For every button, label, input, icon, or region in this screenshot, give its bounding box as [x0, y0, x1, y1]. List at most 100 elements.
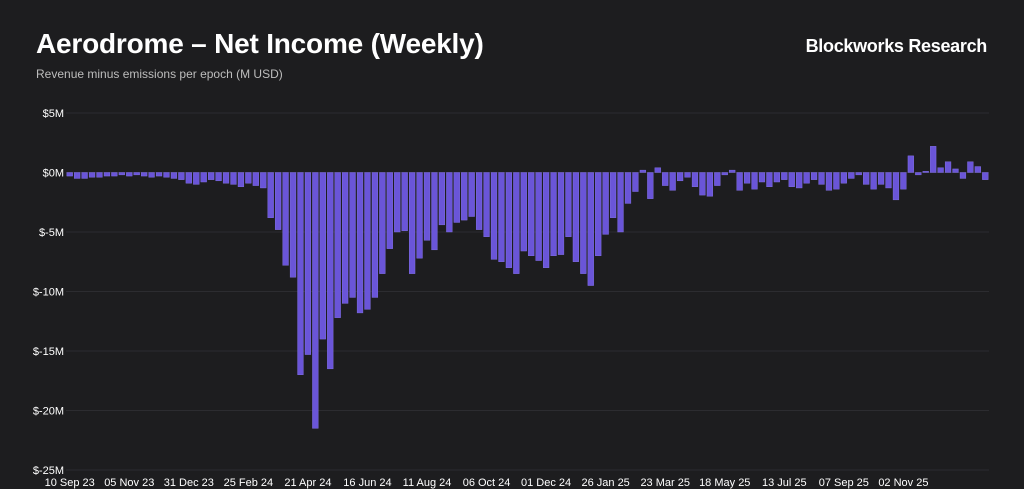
bar [490, 172, 498, 260]
x-tick-label: 02 Nov 25 [878, 477, 928, 489]
bar [237, 172, 245, 187]
x-tick-label: 31 Dec 23 [164, 477, 214, 489]
bar [803, 172, 810, 184]
bar [944, 161, 952, 173]
bar [676, 172, 684, 182]
bar [185, 172, 192, 184]
y-axis-ticks: $5M $0M $-5M $-10M $-15M $-20M $-25M [33, 108, 64, 477]
bar [974, 166, 981, 173]
grid-lines [66, 112, 989, 471]
bar [111, 172, 118, 177]
x-tick-label: 11 Aug 24 [403, 477, 452, 489]
bar [647, 172, 654, 199]
bar [691, 172, 699, 187]
bar [200, 172, 207, 183]
chart-subtitle: Revenue minus emissions per epoch (M USD… [36, 67, 283, 81]
bar [394, 172, 401, 233]
bar [155, 172, 163, 177]
bar [327, 172, 334, 370]
bar [565, 172, 572, 237]
bar [252, 172, 259, 186]
bar [453, 172, 460, 223]
bar [267, 172, 274, 218]
bar [758, 172, 766, 183]
bar [684, 172, 691, 178]
bar [699, 172, 706, 196]
x-tick-label: 21 Apr 24 [284, 477, 331, 489]
bar [513, 172, 520, 274]
bar [810, 172, 818, 180]
x-tick-label: 07 Sep 25 [819, 477, 869, 489]
bar [662, 172, 669, 186]
bar [371, 172, 379, 298]
bar [81, 172, 88, 179]
bar [275, 172, 282, 230]
bar [632, 172, 639, 192]
bar [245, 172, 252, 184]
bar [937, 167, 944, 173]
bar [289, 172, 297, 278]
bar [215, 172, 222, 182]
bar [74, 172, 81, 179]
bar [751, 172, 758, 190]
bar [982, 172, 989, 180]
bar [654, 167, 661, 173]
bar [624, 172, 632, 204]
bar [416, 172, 423, 259]
brand-logo-text: Blockworks Research [805, 36, 988, 56]
bar [364, 172, 371, 310]
bar [178, 172, 185, 180]
bar [208, 172, 215, 180]
bar [282, 172, 289, 266]
bar [557, 172, 565, 255]
x-tick-label: 13 Jul 25 [762, 477, 807, 489]
bar [103, 172, 111, 177]
x-tick-label: 18 May 25 [699, 477, 750, 489]
bar [766, 172, 773, 187]
bar [133, 172, 140, 176]
bar [840, 172, 847, 184]
bar [550, 172, 557, 257]
bar [386, 172, 393, 249]
bar [714, 172, 721, 186]
bar [349, 172, 356, 298]
y-tick-label: $-15M [33, 346, 64, 358]
bar [319, 172, 326, 340]
bar [967, 161, 974, 173]
bar [863, 172, 870, 185]
bar [543, 172, 550, 268]
chart-title: Aerodrome – Net Income (Weekly) [36, 28, 484, 59]
x-tick-label: 05 Nov 23 [104, 477, 154, 489]
bar [848, 172, 855, 179]
bar [535, 172, 542, 261]
bar [892, 172, 900, 201]
bar [915, 172, 922, 176]
bar [602, 172, 609, 235]
bar [959, 172, 967, 179]
x-tick-label: 26 Jan 25 [581, 477, 629, 489]
bar [148, 172, 155, 178]
x-tick-label: 01 Dec 24 [521, 477, 571, 489]
bar [379, 172, 386, 274]
bar [170, 172, 178, 179]
bar [930, 146, 937, 173]
bar [885, 172, 892, 189]
bar [483, 172, 490, 237]
bar [356, 172, 364, 314]
bar [88, 172, 96, 178]
bar [230, 172, 237, 185]
x-tick-label: 16 Jun 24 [343, 477, 391, 489]
bar [572, 172, 579, 262]
bar [118, 172, 125, 176]
bar [312, 172, 319, 429]
bar [409, 172, 416, 274]
bar [468, 172, 475, 217]
bar [617, 172, 624, 233]
bar [423, 172, 431, 241]
bar [870, 172, 877, 190]
bar [818, 172, 825, 185]
bar [401, 172, 408, 232]
bar [222, 172, 230, 184]
bar [520, 172, 527, 252]
bar [855, 172, 862, 176]
